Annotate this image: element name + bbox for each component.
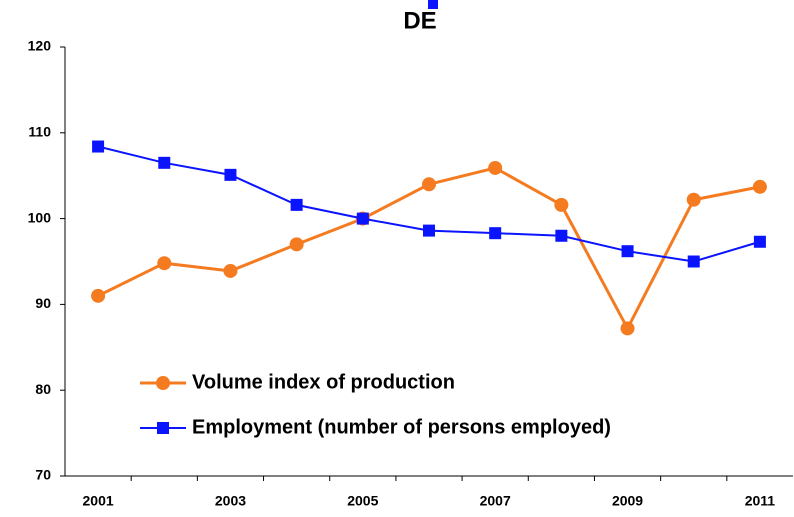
y-tick-label: 100	[28, 209, 52, 225]
legend-label: Volume index of production	[192, 371, 455, 393]
point	[92, 140, 105, 153]
x-tick-label: 2009	[612, 493, 643, 509]
point	[554, 197, 569, 212]
legend-marker	[157, 422, 169, 434]
y-tick-label: 70	[35, 467, 51, 483]
legend-marker	[156, 376, 170, 390]
point	[489, 227, 502, 240]
x-tick-label: 2007	[480, 493, 511, 509]
point	[488, 160, 503, 175]
point	[555, 229, 568, 242]
series-line	[97, 166, 761, 332]
point	[224, 168, 237, 181]
x-tick-label: 2001	[83, 493, 114, 509]
point	[620, 321, 635, 336]
chart-title: DE	[403, 7, 436, 34]
y-tick-label: 90	[35, 295, 51, 311]
point	[753, 235, 766, 248]
point	[356, 212, 369, 225]
x-tick-label: 2005	[347, 493, 378, 509]
point	[157, 256, 172, 271]
point	[752, 179, 767, 194]
point	[423, 224, 435, 237]
point	[687, 255, 700, 268]
point	[91, 288, 106, 303]
point	[422, 177, 436, 192]
y-tick-label: 80	[35, 381, 51, 397]
x-tick-label: 2003	[215, 493, 246, 509]
point	[158, 156, 171, 169]
y-tick-label: 110	[28, 124, 51, 140]
x-tick-label: 2011	[745, 493, 776, 509]
point	[223, 263, 238, 278]
legend-label: Employment (number of persons employed)	[192, 416, 611, 438]
series-line	[97, 145, 761, 263]
point	[289, 237, 304, 252]
point	[621, 245, 634, 258]
title-decoration	[428, 0, 438, 9]
y-tick-label: 120	[28, 38, 52, 54]
point	[290, 198, 303, 211]
point	[686, 192, 701, 207]
